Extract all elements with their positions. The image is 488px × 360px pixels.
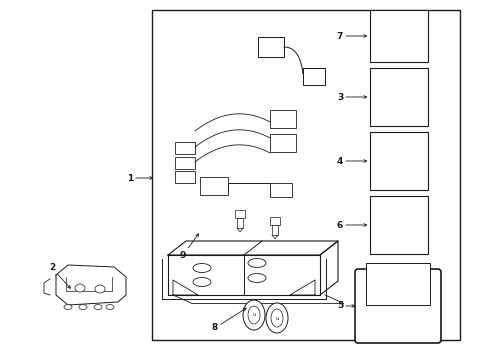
Bar (235, 210, 244, 218)
FancyBboxPatch shape (354, 269, 440, 343)
Text: 3: 3 (336, 93, 366, 102)
Bar (200, 177, 227, 195)
Bar (258, 37, 284, 57)
Bar (152, 10, 459, 340)
Text: 1: 1 (126, 174, 152, 183)
Ellipse shape (75, 284, 85, 292)
Ellipse shape (79, 305, 87, 310)
Ellipse shape (247, 274, 265, 283)
Bar (271, 225, 278, 235)
Bar (303, 68, 325, 85)
Ellipse shape (193, 264, 210, 273)
Bar (269, 183, 291, 197)
Ellipse shape (247, 258, 265, 267)
Text: 2: 2 (49, 264, 70, 288)
Text: 7: 7 (336, 32, 366, 41)
Text: 6: 6 (336, 220, 366, 230)
Text: u: u (275, 315, 278, 320)
Text: 4: 4 (336, 157, 366, 166)
Ellipse shape (64, 305, 72, 310)
Text: 9: 9 (180, 234, 198, 260)
Bar (369, 132, 427, 190)
Bar (369, 68, 427, 126)
Ellipse shape (94, 305, 102, 310)
Bar (175, 142, 195, 154)
Text: 5: 5 (336, 302, 354, 310)
Bar (269, 134, 295, 152)
Ellipse shape (243, 300, 264, 330)
Bar (369, 10, 427, 62)
Ellipse shape (270, 309, 283, 327)
Bar (365, 263, 429, 305)
Bar (175, 157, 195, 169)
Bar (269, 110, 295, 128)
Ellipse shape (247, 306, 260, 324)
Ellipse shape (95, 285, 105, 293)
Text: 8: 8 (211, 308, 245, 333)
Bar (237, 218, 243, 228)
Ellipse shape (106, 305, 114, 310)
Bar (269, 217, 280, 225)
Ellipse shape (265, 303, 287, 333)
Bar (175, 171, 195, 183)
Bar (369, 196, 427, 254)
Text: u: u (252, 312, 255, 318)
Ellipse shape (193, 278, 210, 287)
